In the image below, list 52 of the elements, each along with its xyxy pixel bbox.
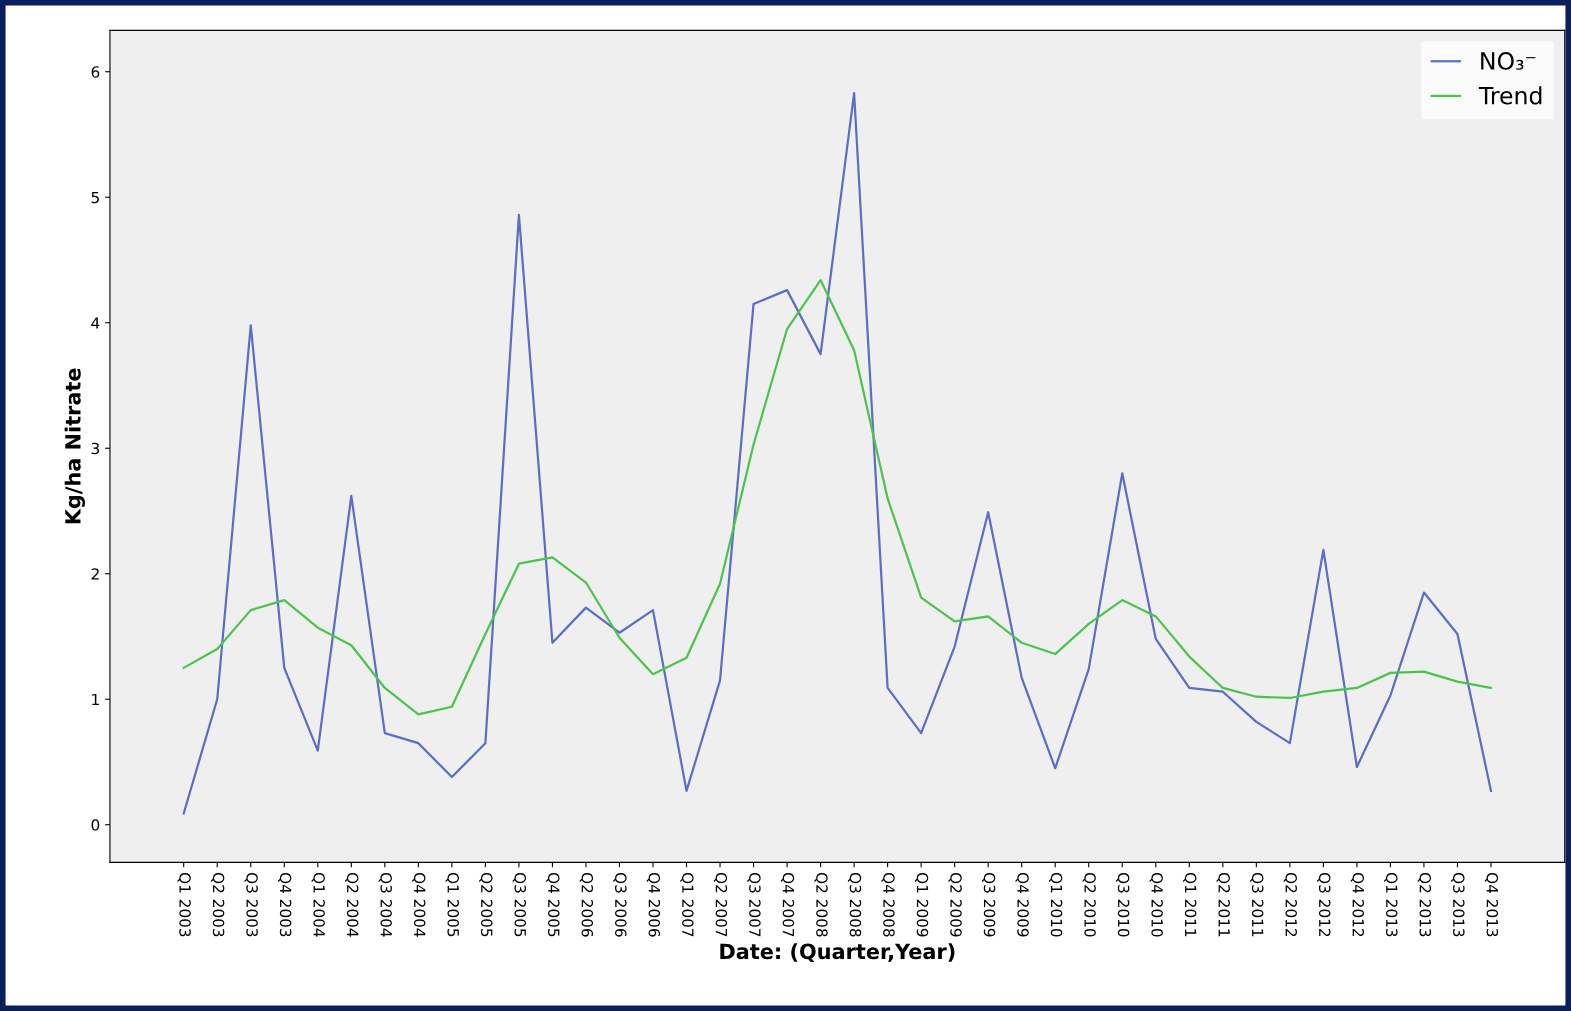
legend-label: NO₃⁻ (1481, 52, 1536, 70)
x-tick-label: Q2 2005 (479, 872, 493, 937)
x-tick-label: Q3 2005 (512, 872, 527, 937)
x-tick-label: Q1 2009 (914, 872, 929, 937)
x-tick-label: Q1 2005 (445, 872, 459, 937)
x-tick-label: Q2 2012 (1283, 872, 1297, 937)
x-tick-label: Q4 2003 (278, 872, 292, 937)
x-tick-label: Q2 2008 (814, 872, 828, 937)
x-tick-label: Q2 2003 (211, 872, 225, 937)
x-tick-label: Q2 2007 (713, 872, 728, 937)
x-tick-label: Q1 2007 (680, 872, 694, 937)
x-tick-label: Q2 2006 (579, 872, 594, 937)
x-tick-label: Q3 2012 (1317, 872, 1331, 937)
x-tick-label: Q2 2013 (1417, 872, 1432, 937)
x-tick-label: Q4 2006 (646, 872, 661, 937)
legend-label: Trend (1478, 86, 1542, 105)
x-tick-label: Q2 2009 (948, 872, 962, 937)
y-tick-label: 3 (91, 442, 100, 455)
y-tick-label: 0 (91, 819, 100, 831)
x-axis-title: Date: (Quarter,Year) (720, 943, 955, 963)
x-tick-label: Q3 2011 (1250, 872, 1264, 937)
x-tick-label: Q2 2004 (345, 872, 359, 937)
x-tick-label: Q4 2012 (1350, 872, 1365, 937)
y-tick-label: 2 (91, 568, 99, 580)
x-tick-label: Q4 2009 (1015, 872, 1029, 937)
y-tick-label: 6 (91, 66, 100, 78)
x-tick-label: Q3 2008 (847, 872, 862, 937)
x-tick-label: Q4 2013 (1484, 872, 1499, 937)
y-tick-label: 1 (92, 693, 99, 706)
x-tick-label: Q3 2010 (1116, 872, 1130, 937)
line-series (182, 278, 1493, 716)
x-tick-label: Q4 2005 (546, 872, 560, 937)
x-tick-label: Q3 2003 (244, 872, 258, 937)
x-tick-label: Q1 2011 (1183, 872, 1197, 937)
x-tick-label: Q2 2011 (1216, 872, 1230, 937)
x-tick-label: Q2 2010 (1082, 872, 1096, 937)
x-tick-label: Q1 2013 (1384, 872, 1398, 937)
y-tick-label: 5 (91, 191, 99, 204)
x-tick-label: Q3 2009 (982, 872, 996, 937)
y-tick-label: 4 (91, 317, 100, 329)
x-tick-label: Q4 2007 (780, 872, 795, 937)
x-tick-label: Q3 2004 (378, 872, 392, 937)
x-tick-label: Q1 2003 (177, 872, 191, 937)
x-tick-label: Q4 2008 (881, 872, 895, 937)
x-tick-label: Q3 2013 (1451, 872, 1465, 937)
x-tick-label: Q4 2004 (412, 872, 426, 937)
x-tick-label: Q4 2010 (1149, 872, 1163, 937)
x-tick-label: Q3 2007 (747, 872, 761, 937)
x-tick-label: Q3 2006 (613, 872, 627, 937)
y-axis-title: Kg/ha Nitrate (64, 368, 85, 524)
x-tick-label: Q1 2004 (311, 872, 325, 937)
x-tick-label: Q1 2010 (1049, 872, 1063, 937)
